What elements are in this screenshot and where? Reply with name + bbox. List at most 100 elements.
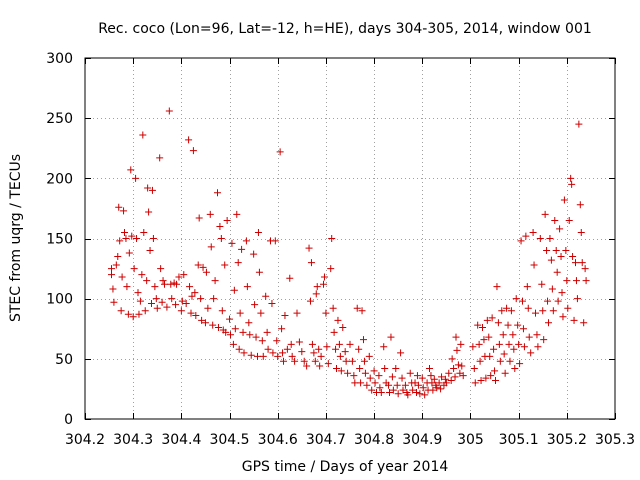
data-point bbox=[539, 307, 547, 315]
data-point bbox=[404, 391, 412, 399]
data-point bbox=[470, 364, 478, 372]
data-point bbox=[210, 295, 218, 303]
plot-frame bbox=[84, 57, 616, 420]
data-point bbox=[222, 328, 230, 336]
data-point bbox=[312, 290, 320, 298]
data-point bbox=[421, 391, 429, 399]
data-point bbox=[386, 389, 394, 397]
data-point bbox=[551, 216, 559, 224]
data-point bbox=[121, 228, 129, 236]
data-point bbox=[281, 312, 289, 320]
data-point bbox=[519, 325, 527, 333]
data-point bbox=[324, 360, 332, 368]
data-point bbox=[341, 348, 349, 356]
data-point bbox=[406, 369, 414, 377]
data-point bbox=[226, 315, 234, 323]
data-point bbox=[543, 247, 551, 255]
data-point bbox=[165, 107, 173, 115]
data-point bbox=[151, 283, 159, 291]
data-point bbox=[255, 268, 263, 276]
data-point bbox=[240, 349, 248, 357]
data-point bbox=[401, 381, 409, 389]
data-point bbox=[416, 390, 424, 398]
data-point bbox=[322, 309, 330, 317]
data-point bbox=[291, 357, 299, 365]
data-point bbox=[358, 307, 366, 315]
data-point bbox=[310, 349, 318, 357]
y-tick-label: 300 bbox=[46, 51, 73, 67]
data-point bbox=[146, 247, 154, 255]
data-point bbox=[549, 307, 557, 315]
data-point bbox=[323, 343, 331, 351]
data-point bbox=[350, 372, 358, 380]
data-point bbox=[199, 263, 207, 271]
data-point bbox=[475, 340, 483, 348]
x-tick-label: 305.3 bbox=[595, 432, 635, 448]
data-point bbox=[503, 304, 511, 312]
data-point bbox=[516, 360, 524, 368]
data-point bbox=[454, 361, 462, 369]
data-point bbox=[433, 384, 441, 392]
data-point bbox=[570, 316, 578, 324]
data-point bbox=[187, 309, 195, 317]
data-point bbox=[144, 184, 152, 192]
data-point bbox=[332, 345, 340, 353]
data-point bbox=[152, 295, 160, 303]
x-tick-label: 305.2 bbox=[547, 432, 587, 448]
data-point bbox=[397, 349, 405, 357]
data-point bbox=[575, 120, 583, 128]
data-point bbox=[195, 214, 203, 222]
data-point bbox=[306, 297, 314, 305]
data-point bbox=[172, 301, 180, 309]
data-point bbox=[328, 235, 336, 242]
data-point bbox=[457, 340, 465, 348]
data-point bbox=[233, 210, 241, 218]
data-point bbox=[565, 216, 573, 224]
data-point bbox=[499, 331, 507, 339]
data-point bbox=[147, 299, 155, 307]
data-point bbox=[313, 283, 321, 291]
data-point bbox=[419, 384, 427, 392]
data-point bbox=[157, 265, 165, 273]
data-point bbox=[243, 283, 251, 291]
data-point bbox=[188, 292, 196, 300]
data-point bbox=[580, 319, 588, 327]
data-point bbox=[510, 345, 518, 353]
data-point bbox=[207, 243, 215, 251]
data-point bbox=[246, 331, 254, 339]
data-point bbox=[548, 285, 556, 293]
x-tick-label: 304.8 bbox=[354, 432, 394, 448]
data-point bbox=[159, 277, 167, 285]
data-point bbox=[477, 376, 485, 384]
data-point bbox=[536, 235, 544, 242]
data-point bbox=[264, 345, 272, 353]
data-point bbox=[223, 216, 231, 224]
data-point bbox=[276, 148, 284, 156]
data-point bbox=[280, 357, 288, 365]
data-point bbox=[486, 352, 494, 360]
data-point bbox=[413, 372, 421, 380]
data-point bbox=[365, 352, 373, 360]
data-point bbox=[287, 340, 295, 348]
data-point bbox=[317, 352, 325, 360]
data-point bbox=[366, 374, 374, 382]
x-tick-label: 304.6 bbox=[258, 432, 298, 448]
data-point bbox=[273, 337, 281, 345]
data-point bbox=[377, 389, 385, 397]
data-point bbox=[375, 372, 383, 380]
data-point bbox=[572, 277, 580, 285]
data-point bbox=[177, 307, 185, 315]
data-point bbox=[435, 379, 443, 387]
data-point bbox=[530, 261, 538, 269]
data-point bbox=[128, 232, 136, 240]
data-point bbox=[335, 340, 343, 348]
data-point bbox=[430, 375, 438, 383]
data-point bbox=[305, 244, 313, 252]
data-point bbox=[333, 364, 341, 372]
data-point bbox=[482, 374, 490, 382]
data-point bbox=[236, 309, 244, 317]
data-point bbox=[214, 189, 221, 197]
data-point bbox=[125, 249, 133, 257]
data-point bbox=[238, 245, 246, 253]
